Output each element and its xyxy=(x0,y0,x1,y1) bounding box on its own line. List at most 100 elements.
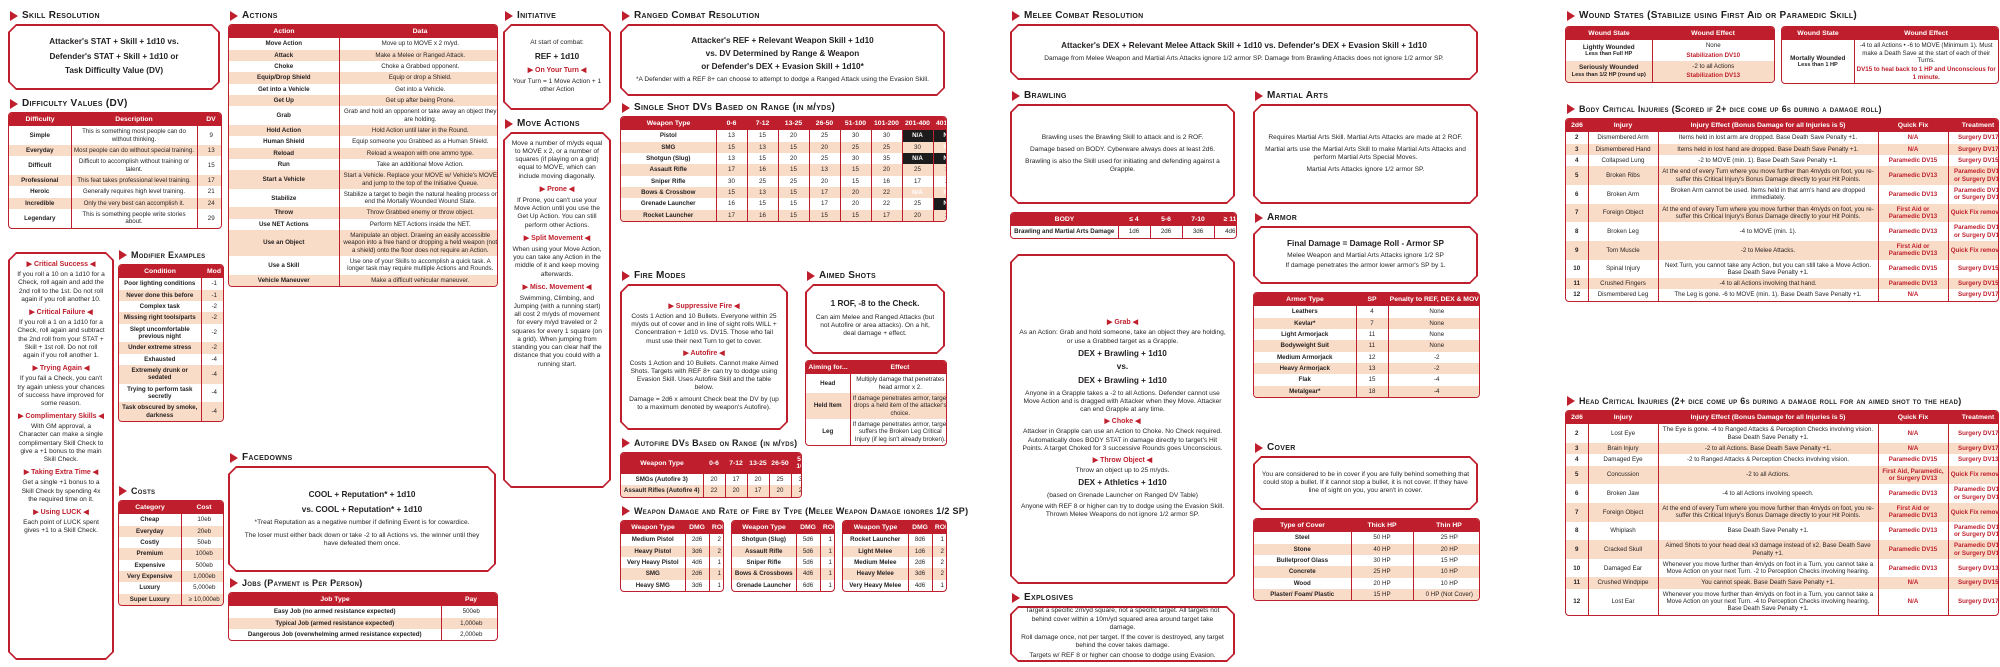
value-cell: 1 xyxy=(819,568,834,580)
column-header: 51-100 xyxy=(840,117,871,131)
sub-heading: Misc. Movement xyxy=(512,283,603,291)
sub-heading: Choke xyxy=(1019,417,1227,425)
value-cell: 2 xyxy=(708,545,723,558)
section-header-explosives: Explosives xyxy=(1012,592,1073,603)
table-row: Extremely drunk or sedated -4 xyxy=(119,364,223,384)
section-arrow-icon xyxy=(1567,104,1575,114)
value-cell: At the end of every Turn where you move … xyxy=(1657,166,1878,186)
value-cell: 13 xyxy=(715,130,747,142)
section-title: Explosives xyxy=(1024,592,1074,603)
table-row: Exhausted -4 xyxy=(119,353,223,365)
value-cell: 17 xyxy=(808,187,840,199)
table-row: Held Item If damage penetrates armor, tar… xyxy=(806,393,946,420)
value-cell: -2 xyxy=(1387,351,1479,364)
body-text: Move a number of m/yds equal to MOVE x 2… xyxy=(511,139,603,180)
row-label-cell: 2 xyxy=(1575,134,1579,142)
body-text: Target a specific 2m/yd square, not a sp… xyxy=(1025,607,1220,631)
section-title: Fire Modes xyxy=(634,270,686,281)
table-row: Grenade Launcher16151517202225N/A xyxy=(621,198,946,210)
row-label-cell: 6 xyxy=(1575,190,1579,198)
value-cell: Paramedic DV13 xyxy=(1877,484,1948,503)
value-cell: Surgery DV15 xyxy=(1947,278,1998,290)
formula-text: REF + 1d10 xyxy=(534,51,580,61)
row-label-cell: Never done this before xyxy=(119,289,201,302)
value-cell: 20eb xyxy=(180,525,223,538)
table-row: Everyday 20eb xyxy=(119,525,223,538)
table-row: Dangerous Job (overwhelming armed resist… xyxy=(229,629,497,641)
column-header: Pay xyxy=(441,593,497,607)
value-cell: 20 xyxy=(932,175,946,188)
cover-box: You are considered to be in cover if you… xyxy=(1253,456,1478,510)
formula-text: Defender's STAT + Skill + 1d10 or xyxy=(49,51,179,61)
section-header-single-shot-dvs: Single Shot DVs Based on Range (in m/yds… xyxy=(622,102,835,113)
sub-heading: Throw Object xyxy=(1019,456,1227,464)
value-cell: Whenever you move further than 4m/yds on… xyxy=(1657,588,1878,615)
value-cell: 25 HP xyxy=(1350,566,1413,578)
section-header-jobs: Jobs (Payment is Per Person) xyxy=(230,578,363,588)
section-header-costs: Costs xyxy=(119,486,155,496)
value-cell: If damage penetrates armor, target suffe… xyxy=(849,419,946,445)
table-row: Medium Pistol 2d6 2 xyxy=(621,534,723,546)
value-cell: 500eb xyxy=(440,606,497,618)
row-label-cell: Light Armorjack xyxy=(1281,331,1329,339)
row-label-cell: 7 xyxy=(1566,203,1588,223)
value-cell: 25 xyxy=(901,164,933,176)
value-cell: 2,000eb xyxy=(440,629,497,641)
table-row: Use NET Actions Perform NET Actions insid… xyxy=(229,218,497,231)
value-cell: -2 to all Actions. xyxy=(1657,465,1878,485)
row-label-cell: Super Luxury xyxy=(119,593,181,605)
column-header: ROF xyxy=(820,521,834,535)
row-label-cell: 11 xyxy=(1566,577,1588,589)
row-label-cell: Stone xyxy=(1254,543,1351,556)
value-cell: 10eb xyxy=(180,514,223,526)
table-row: Bulletproof Glass 30 HP 15 HP xyxy=(1254,555,1479,567)
value-cell: 1 xyxy=(931,579,946,592)
value-cell: 2d6 xyxy=(1149,226,1182,238)
row-label-cell: Bodyweight Suit xyxy=(1254,340,1356,352)
value-cell: Paramedic DV15 or Surgery DV13 xyxy=(1947,222,1998,241)
table-row: Sniper Rifle 5d6 1 xyxy=(732,557,834,569)
wound-effect-col-header: Wound Effect xyxy=(1854,27,1998,41)
table-row: Missing right tools/parts -2 xyxy=(119,312,223,324)
martial-arts-box: Requires Martial Arts Skill. Martial Art… xyxy=(1253,104,1478,204)
table-row: Never done this before -1 xyxy=(119,289,223,302)
body-text: Swimming, Climbing, and Jumping (with a … xyxy=(512,294,602,368)
table-row: 6 Broken Arm Broken Arm cannot be used. It… xyxy=(1566,185,1998,204)
value-cell: N/A xyxy=(1877,577,1948,589)
value-cell: Paramedic DV15 xyxy=(1877,155,1948,167)
value-cell: 30 xyxy=(901,141,933,154)
value-cell: 13 xyxy=(746,187,778,199)
value-cell: N/A xyxy=(932,187,946,199)
table-row: 8 Whiplash Base Death Save Penalty +1. Para… xyxy=(1566,521,1998,541)
value-cell: Start a Vehicle. Replace your MOVE w/ Ve… xyxy=(338,170,497,189)
value-cell: Paramedic DV17 or Surgery DV15 xyxy=(1947,540,1998,559)
row-label-cell: Grenade Launcher xyxy=(640,200,696,208)
body-text: Anyone with REF 8 or higher can try to d… xyxy=(1020,503,1225,519)
value-cell: At the end of every Turn where you move … xyxy=(1657,203,1878,223)
value-cell: 30 xyxy=(790,473,801,486)
column-header: BODY xyxy=(1011,213,1118,227)
value-cell: 15 xyxy=(777,187,809,199)
value-cell: 29 xyxy=(196,208,221,228)
value-cell: 17 xyxy=(808,198,840,210)
value-cell: 15 xyxy=(777,198,809,210)
value-cell: 20 xyxy=(724,485,747,497)
section-header-facedowns: Facedowns xyxy=(230,452,292,463)
value-cell: 15 xyxy=(839,164,871,176)
value-cell: 10 HP xyxy=(1412,566,1479,578)
row-label-cell: Trying to perform task secretly xyxy=(127,385,193,400)
row-label-cell: Legendary xyxy=(24,214,56,222)
column-header: 401-800 xyxy=(933,117,946,131)
value-cell: 15 xyxy=(746,198,778,210)
wound-state-row: Lightly Wounded Less than Full HP None Sta… xyxy=(1566,40,1774,62)
wound-effect-cell: -2 to all Actions Stabilization DV13 xyxy=(1651,61,1774,82)
table-row: Light Armorjack 11 None xyxy=(1254,329,1479,341)
value-cell: -4 xyxy=(200,383,223,403)
body-text: Requires Martial Arts Skill. Martial Art… xyxy=(1268,133,1463,141)
table-row: Grab Grab and hold an opponent or take aw… xyxy=(229,106,497,125)
value-cell: 21 xyxy=(196,186,221,198)
row-label-cell: Use an Object xyxy=(229,230,339,257)
table-row: 2 Lost Eye The Eye is gone. -4 to Ranged A… xyxy=(1566,424,1998,444)
difficulty-values-table: Difficulty Description DV Simple This is som… xyxy=(8,112,222,229)
